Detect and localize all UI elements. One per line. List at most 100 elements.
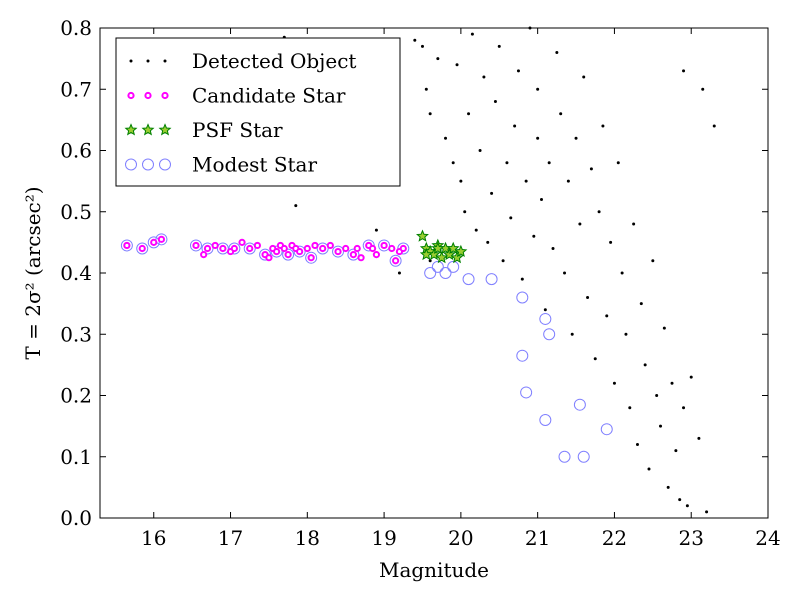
modest-star-point — [543, 328, 556, 341]
candidate-star-point — [284, 251, 292, 259]
candidate-star-series — [123, 235, 407, 265]
detected-object-point — [678, 498, 682, 502]
candidate-star-point — [399, 244, 407, 253]
detected-object-point — [701, 87, 705, 91]
modest-star-point — [573, 398, 586, 411]
detected-object-point — [420, 44, 424, 48]
detected-object-series — [282, 26, 716, 514]
x-tick-label: 21 — [525, 526, 550, 550]
detected-object-point — [374, 228, 378, 232]
detected-object-point — [424, 87, 428, 91]
modest-star-point — [120, 239, 133, 252]
modest-star-point — [332, 245, 345, 258]
candidate-star-point — [200, 251, 208, 259]
legend-marker-candidate-star — [161, 91, 169, 100]
candidate-star-point — [334, 247, 342, 256]
modest-star-point — [305, 251, 318, 264]
detected-object-point — [497, 44, 501, 48]
candidate-star-point — [219, 244, 227, 253]
psf-star-point — [435, 250, 449, 264]
modest-star-point — [520, 386, 533, 399]
modest-star-point — [600, 423, 613, 436]
y-tick-label: 0.5 — [60, 200, 92, 224]
modest-star-point — [147, 236, 160, 249]
modest-star-point — [201, 242, 214, 255]
y-tick-label: 0.7 — [60, 77, 92, 101]
detected-object-point — [513, 124, 517, 128]
detected-object-point — [455, 63, 459, 67]
candidate-star-point — [238, 238, 246, 246]
y-tick-label: 0.2 — [60, 384, 92, 408]
detected-object-point — [593, 357, 597, 361]
x-tick-label: 20 — [448, 526, 473, 550]
detected-object-point — [536, 136, 540, 140]
detected-object-point — [570, 332, 574, 336]
legend-marker-modest-star — [142, 158, 154, 171]
detected-object-point — [486, 240, 490, 244]
detected-object-point — [397, 271, 401, 275]
legend-marker-detected-object — [146, 59, 150, 63]
y-axis-title: T = 2σ² (arcsec²) — [21, 186, 45, 359]
candidate-star-point — [372, 251, 381, 259]
psf-star-point — [416, 229, 429, 242]
candidate-star-point — [392, 257, 400, 265]
modest-star-point — [485, 273, 498, 286]
detected-object-point — [566, 179, 570, 183]
detected-object-point — [428, 259, 432, 263]
detected-object-point — [624, 332, 628, 336]
legend-label-modest-star: Modest Star — [192, 153, 317, 177]
candidate-star-point — [357, 254, 365, 262]
x-tick-label: 24 — [755, 526, 780, 550]
detected-object-point — [413, 38, 417, 42]
detected-object-point — [628, 406, 632, 410]
modest-star-point — [189, 239, 202, 252]
detected-object-point — [589, 167, 593, 171]
legend-marker-detected-object — [129, 59, 133, 63]
candidate-star-point — [380, 241, 388, 250]
candidate-star-point — [342, 244, 350, 253]
detected-object-point — [551, 247, 555, 250]
detected-object-point — [428, 112, 432, 116]
modest-star-point — [539, 414, 552, 426]
psf-star-point — [450, 250, 464, 264]
detected-object-point — [639, 302, 643, 306]
candidate-star-point — [150, 238, 158, 246]
legend-marker-psf-star — [124, 123, 138, 136]
candidate-star-point — [303, 244, 311, 253]
y-tick-label: 0.1 — [60, 445, 92, 469]
detected-object-point — [616, 161, 620, 165]
detected-object-point — [478, 149, 482, 152]
detected-object-point — [467, 112, 471, 116]
psf-star-point — [419, 247, 433, 261]
modest-star-point — [378, 239, 391, 252]
chart-marks — [120, 26, 716, 514]
detected-object-point — [501, 259, 505, 263]
modest-star-point — [155, 233, 168, 246]
x-tick-label: 17 — [218, 526, 243, 550]
detected-object-point — [635, 443, 639, 446]
detected-object-point — [605, 314, 609, 318]
candidate-star-point — [123, 241, 131, 250]
detected-object-point — [509, 216, 513, 220]
candidate-star-point — [307, 254, 315, 262]
modest-star-point — [282, 248, 295, 261]
modest-star-point — [347, 248, 360, 261]
detected-object-point — [444, 136, 448, 140]
detected-object-point — [578, 222, 582, 226]
detected-object-point — [451, 161, 455, 165]
modest-star-point — [136, 242, 149, 255]
detected-object-point — [555, 51, 559, 54]
legend-marker-modest-star — [125, 158, 137, 171]
detected-object-point — [516, 69, 520, 73]
detected-object-point — [609, 240, 613, 244]
psf-star-series — [416, 229, 468, 264]
candidate-star-point — [253, 241, 262, 250]
detected-object-point — [436, 57, 440, 61]
detected-object-point — [712, 124, 716, 128]
detected-object-point — [674, 449, 678, 453]
candidate-star-point — [319, 244, 327, 253]
detected-object-point — [662, 326, 666, 330]
x-tick-label: 18 — [295, 526, 320, 550]
detected-object-point — [582, 75, 586, 79]
detected-object-point — [682, 406, 686, 410]
